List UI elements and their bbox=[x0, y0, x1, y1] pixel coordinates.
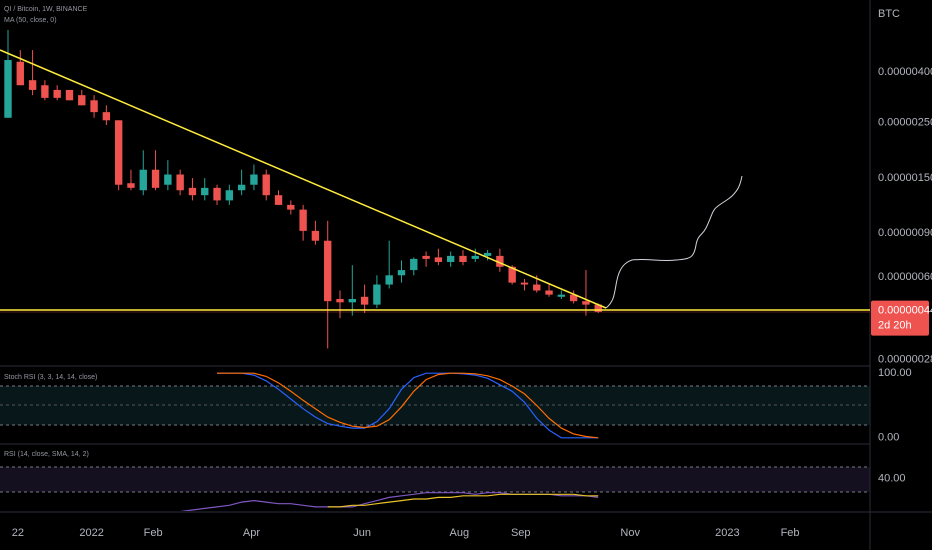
candle-body bbox=[373, 284, 381, 305]
chart-title: QI / Bitcoin, 1W, BINANCE bbox=[4, 6, 88, 13]
candle-body bbox=[90, 100, 98, 113]
candle-body bbox=[53, 89, 61, 98]
candle-body bbox=[557, 294, 566, 297]
y-tick-label: 0.00000250 bbox=[878, 117, 932, 129]
countdown-label: 2d 20h bbox=[878, 320, 912, 332]
candle-body bbox=[360, 296, 369, 305]
y-tick-label: 0.00000400 bbox=[878, 66, 932, 78]
candle-body bbox=[385, 275, 393, 285]
candle-body bbox=[151, 169, 160, 188]
series-line bbox=[327, 493, 599, 508]
marks bbox=[4, 30, 602, 511]
candle-body bbox=[287, 204, 295, 210]
y-tick-label: 0.00000150 bbox=[878, 172, 932, 184]
candle-body bbox=[250, 174, 258, 185]
x-tick-label: Aug bbox=[449, 527, 469, 539]
candle-body bbox=[594, 304, 602, 312]
y-tick-label: 0.00000060 bbox=[878, 271, 932, 283]
currency-label: BTC bbox=[878, 8, 900, 20]
candle-body bbox=[114, 120, 123, 185]
x-tick-label: Feb bbox=[781, 527, 800, 539]
candle-body bbox=[397, 270, 406, 276]
x-tick-label: Feb bbox=[144, 527, 163, 539]
candle-body bbox=[176, 174, 184, 191]
indicator-label: Stoch RSI (3, 3, 14, 14, close) bbox=[4, 374, 97, 381]
x-tick-label: Apr bbox=[243, 527, 260, 539]
candle-body bbox=[28, 80, 37, 90]
candle-body bbox=[434, 257, 443, 262]
candle-body bbox=[213, 187, 221, 201]
y-tick-label: 0.00000090 bbox=[878, 227, 932, 239]
candle-body bbox=[459, 255, 467, 262]
candle-body bbox=[65, 89, 74, 101]
y-tick-label: 40.00 bbox=[878, 472, 906, 484]
price-label-box bbox=[871, 300, 929, 336]
candle-body bbox=[201, 187, 209, 196]
candle-body bbox=[274, 195, 283, 205]
series-line bbox=[217, 372, 599, 439]
candle-body bbox=[311, 230, 320, 241]
y-tick-label: 0.00 bbox=[878, 432, 899, 444]
candle-body bbox=[188, 187, 197, 196]
x-tick-label: 2023 bbox=[715, 527, 739, 539]
y-tick-label: 100.00 bbox=[878, 367, 912, 379]
candle-body bbox=[582, 301, 590, 305]
candle-body bbox=[16, 61, 24, 86]
candle-body bbox=[569, 294, 578, 302]
projection-path bbox=[605, 175, 743, 309]
candles bbox=[4, 30, 602, 349]
candle-body bbox=[262, 174, 270, 196]
x-tick-label: 2022 bbox=[79, 527, 103, 539]
candle-body bbox=[422, 255, 430, 259]
candle-body bbox=[446, 255, 455, 262]
candle-body bbox=[78, 95, 86, 106]
candle-body bbox=[164, 174, 172, 185]
price-label: 0.00000044 bbox=[878, 305, 932, 317]
candle-body bbox=[471, 255, 479, 259]
candle-body bbox=[41, 85, 49, 98]
candle-body bbox=[225, 190, 234, 201]
candle-body bbox=[508, 266, 516, 283]
indicator-lines bbox=[180, 492, 599, 511]
candle-body bbox=[496, 255, 504, 267]
candle-body bbox=[336, 298, 344, 303]
candle-body bbox=[127, 183, 135, 188]
x-tick-label: 22 bbox=[12, 527, 24, 539]
x-tick-label: Jun bbox=[353, 527, 371, 539]
candle-body bbox=[237, 184, 246, 191]
candle-body bbox=[410, 258, 418, 271]
axes: 22 2022 Feb Apr Jun Aug Sep Nov 2023 Feb 0.0000040… bbox=[12, 66, 932, 539]
x-tick-label: Nov bbox=[620, 527, 640, 539]
candle-body bbox=[324, 240, 332, 302]
y-tick-label: 0.00000028 bbox=[878, 353, 932, 365]
x-tick-label: Sep bbox=[511, 527, 531, 539]
candle-body bbox=[299, 209, 307, 231]
candle-body bbox=[520, 282, 529, 285]
candle-body bbox=[102, 112, 111, 121]
series-line bbox=[217, 372, 599, 439]
candle-body bbox=[139, 169, 147, 191]
candle-body bbox=[545, 290, 553, 295]
candle-body bbox=[4, 60, 12, 118]
indicator-label: MA (50, close, 0) bbox=[4, 17, 57, 24]
indicator-label: RSI (14, close, SMA, 14, 2) bbox=[4, 451, 89, 458]
candle-body bbox=[348, 298, 356, 303]
indicator-lines bbox=[217, 372, 599, 439]
rsi-band bbox=[0, 467, 870, 492]
candle-body bbox=[533, 284, 541, 291]
candle-body bbox=[483, 252, 492, 256]
trend-line bbox=[0, 49, 607, 309]
